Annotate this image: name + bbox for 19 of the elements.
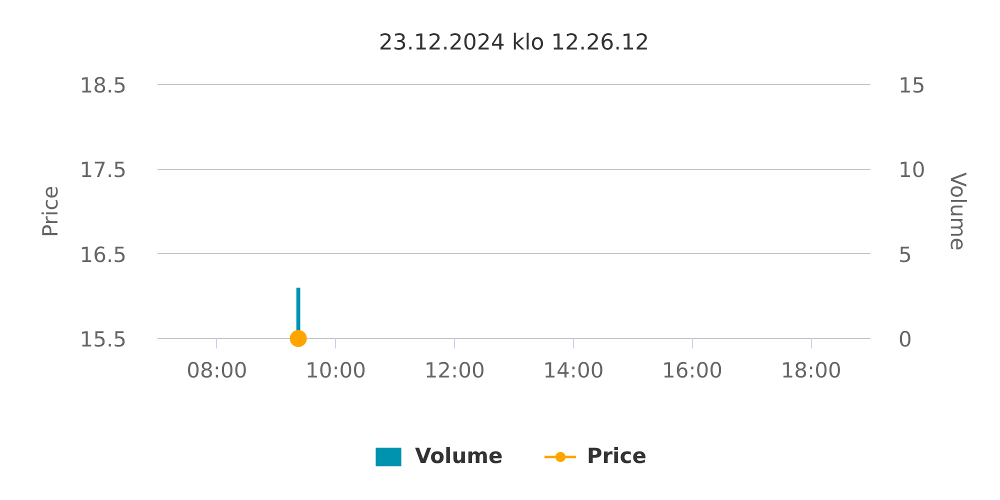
- y-tick-label: 16.5: [80, 242, 127, 267]
- y-tick-label: 17.5: [80, 158, 127, 182]
- y-tick-label: 18.5: [80, 74, 127, 98]
- y2-tick-label: 10: [898, 158, 926, 182]
- x-tick-label: 18:00: [780, 358, 842, 382]
- y2-tick-label: 0: [898, 328, 912, 352]
- x-tick-label: 16:00: [662, 358, 723, 382]
- x-tick-label: 08:00: [186, 358, 248, 382]
- x-tick-label: 12:00: [424, 358, 485, 382]
- y2-axis-title: Volume: [946, 172, 970, 251]
- y-tick-label: 15.5: [80, 328, 127, 352]
- legend-label: Price: [586, 444, 646, 468]
- x-tick-label: 10:00: [305, 358, 366, 382]
- y2-tick-label: 15: [898, 74, 926, 98]
- x-tick-label: 14:00: [543, 358, 604, 382]
- chart-title: 23.12.2024 klo 12.26.12: [378, 30, 650, 56]
- y2-tick-label: 5: [898, 242, 912, 267]
- y-axis-title: Price: [38, 186, 63, 238]
- legend-label: Volume: [415, 444, 503, 468]
